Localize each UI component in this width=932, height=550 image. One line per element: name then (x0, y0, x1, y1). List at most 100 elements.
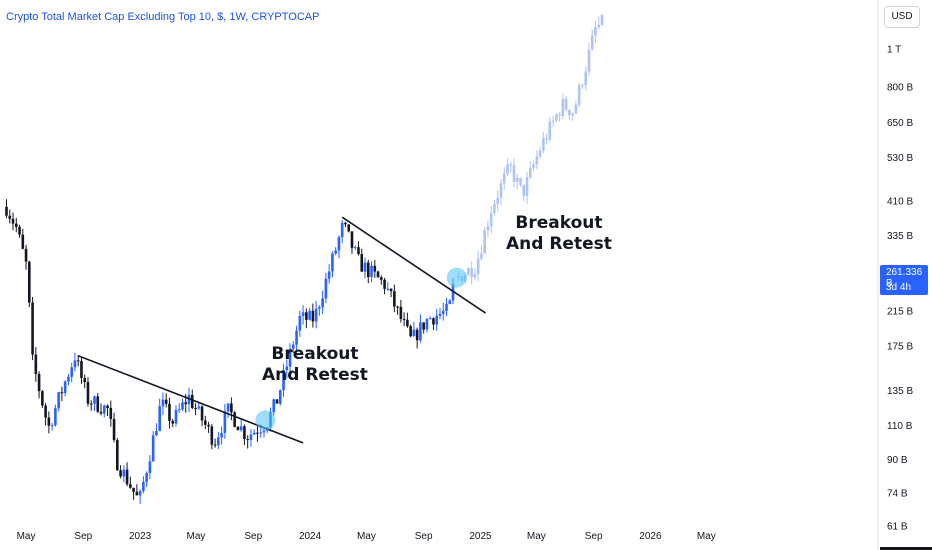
candle-1 (8, 209, 12, 224)
x-tick-label-6: May (357, 531, 376, 542)
y-tick-label-3: 530 B (887, 153, 913, 164)
candle-72 (239, 418, 243, 432)
candle-119 (393, 284, 396, 313)
x-tick-label-9: May (527, 531, 546, 542)
candle-135 (445, 297, 448, 317)
candle-21 (73, 352, 77, 372)
candle-76 (252, 429, 256, 436)
candle-52 (174, 405, 178, 427)
candle-26 (89, 400, 93, 411)
x-tick-label-11: 2026 (639, 531, 662, 542)
projection-candle-30 (555, 113, 558, 123)
projection-candle-41 (590, 29, 594, 51)
y-tick-label-10: 110 B (887, 421, 913, 432)
y-tick-label-4: 410 B (887, 197, 913, 208)
x-tick-label-3: May (187, 531, 206, 542)
projection-candle-38 (581, 83, 584, 89)
candle-75 (249, 428, 253, 447)
projection-candle-36 (574, 100, 578, 115)
y-tick-label-13: 61 B (887, 521, 908, 532)
projection-candle-17 (512, 158, 516, 188)
candle-114 (376, 270, 380, 278)
projection-candle-23 (532, 160, 535, 172)
projection-candle-8 (483, 226, 486, 254)
candle-71 (236, 426, 240, 431)
candle-24 (83, 374, 87, 389)
x-tick-label-8: 2025 (469, 531, 492, 542)
candle-13 (47, 411, 51, 434)
candle-102 (337, 235, 341, 259)
projection-candle-3 (467, 267, 470, 276)
candle-123 (406, 312, 409, 328)
candle-115 (380, 275, 383, 285)
candle-53 (177, 403, 181, 413)
candle-18 (63, 380, 67, 397)
annotation-2023-line1: Breakout (271, 344, 359, 364)
candle-2 (11, 212, 15, 231)
time-axis[interactable]: May Sep 2023 May Sep 2024 May Sep 2025 May Sep 2026… (17, 531, 716, 542)
candle-105 (347, 224, 351, 233)
candle-17 (60, 386, 64, 402)
trendline-2024[interactable] (341, 216, 487, 314)
projection-candle-11 (493, 200, 496, 216)
candle-27 (93, 395, 96, 412)
candle-121 (399, 299, 403, 323)
candle-109 (360, 248, 364, 272)
projection-candle-4 (470, 261, 473, 285)
bar-countdown: 3d 4h (886, 282, 912, 293)
x-tick-label-7: Sep (415, 531, 433, 542)
candle-7 (28, 260, 31, 308)
candle-66 (220, 426, 223, 445)
candle-99 (327, 264, 331, 284)
candle-136 (448, 299, 452, 305)
candle-133 (438, 308, 442, 320)
candle-107 (353, 245, 357, 250)
candle-45 (151, 431, 155, 462)
candle-25 (86, 377, 90, 407)
projection-candle-13 (499, 179, 503, 206)
candle-23 (80, 356, 83, 384)
candle-19 (67, 373, 70, 386)
candle-44 (148, 454, 152, 480)
y-tick-label-5: 335 B (887, 231, 913, 242)
y-tick-label-0: 1 T (887, 45, 901, 56)
trendlines-layer (77, 216, 487, 444)
candle-30 (102, 404, 106, 418)
x-tick-label-1: Sep (74, 531, 92, 542)
projection-candle-26 (542, 131, 545, 154)
candle-116 (383, 277, 386, 295)
projection-candle-19 (519, 177, 522, 187)
candle-88 (292, 341, 295, 353)
candle-110 (363, 257, 367, 279)
candle-111 (366, 259, 370, 284)
candle-67 (223, 403, 227, 439)
y-tick-label-7: 215 B (887, 307, 913, 318)
candle-41 (138, 489, 142, 504)
y-tick-label-8: 175 B (887, 342, 913, 353)
candle-48 (161, 392, 165, 415)
markers-layer (255, 267, 467, 431)
annotation-2023: Breakout And Retest (262, 344, 368, 386)
projection-candle-10 (489, 205, 493, 234)
candle-49 (164, 393, 168, 408)
candle-83 (275, 399, 279, 404)
candle-20 (70, 362, 73, 383)
y-tick-label-1: 800 B (887, 83, 913, 94)
candle-69 (230, 397, 233, 421)
candle-101 (334, 247, 337, 256)
candle-85 (282, 363, 285, 397)
candle-113 (373, 259, 377, 278)
projection-candle-39 (584, 66, 588, 91)
currency-button[interactable]: USD (884, 6, 920, 28)
candle-84 (278, 389, 282, 406)
candle-34 (116, 437, 119, 471)
candle-126 (415, 327, 419, 349)
candle-28 (96, 392, 100, 414)
projection-candle-7 (480, 245, 483, 261)
projection-candle-5 (473, 267, 477, 280)
projection-candle-12 (496, 190, 500, 212)
chart-title: Crypto Total Market Cap Excluding Top 10… (6, 11, 320, 23)
projection-candle-33 (564, 95, 568, 111)
